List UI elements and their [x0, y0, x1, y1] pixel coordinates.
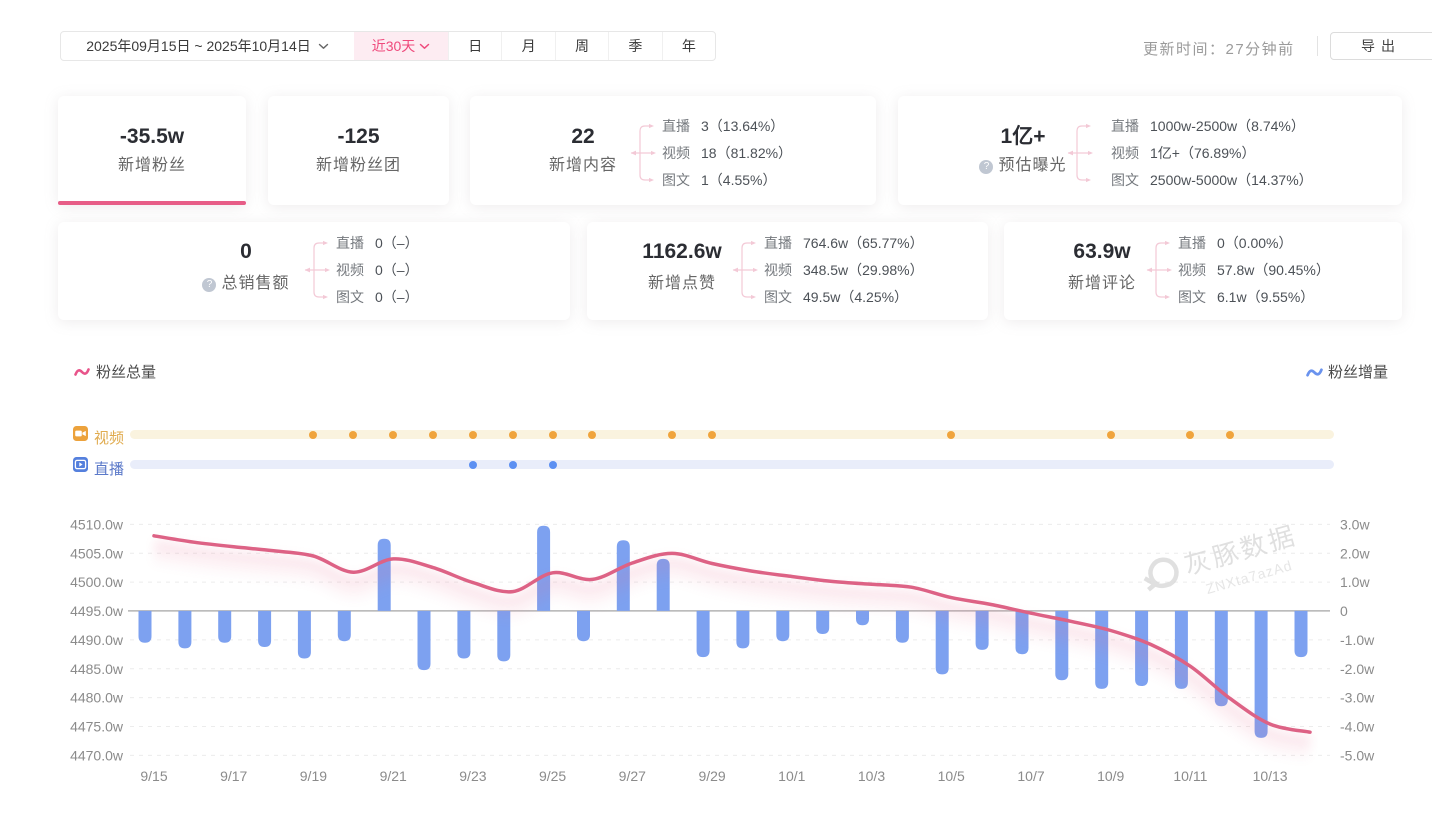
svg-text:9/15: 9/15 — [140, 768, 167, 784]
svg-text:-4.0w: -4.0w — [1340, 719, 1375, 735]
svg-text:10/5: 10/5 — [938, 768, 965, 784]
svg-text:10/3: 10/3 — [858, 768, 885, 784]
svg-text:9/21: 9/21 — [380, 768, 407, 784]
svg-text:10/13: 10/13 — [1253, 768, 1288, 784]
svg-text:10/9: 10/9 — [1097, 768, 1124, 784]
svg-text:4490.0w: 4490.0w — [70, 632, 124, 648]
svg-text:4475.0w: 4475.0w — [70, 719, 124, 735]
svg-text:1.0w: 1.0w — [1340, 574, 1370, 590]
svg-text:10/11: 10/11 — [1173, 768, 1207, 784]
svg-text:4495.0w: 4495.0w — [70, 603, 124, 619]
svg-text:0: 0 — [1340, 603, 1348, 619]
svg-text:4510.0w: 4510.0w — [70, 516, 124, 532]
svg-text:-3.0w: -3.0w — [1340, 690, 1375, 706]
svg-text:10/7: 10/7 — [1017, 768, 1044, 784]
svg-text:4470.0w: 4470.0w — [70, 747, 124, 763]
svg-text:9/19: 9/19 — [300, 768, 327, 784]
svg-text:9/29: 9/29 — [698, 768, 725, 784]
svg-text:4485.0w: 4485.0w — [70, 661, 124, 677]
svg-text:4480.0w: 4480.0w — [70, 690, 124, 706]
svg-text:3.0w: 3.0w — [1340, 516, 1370, 532]
svg-text:10/1: 10/1 — [778, 768, 805, 784]
svg-text:4505.0w: 4505.0w — [70, 545, 124, 561]
svg-text:9/17: 9/17 — [220, 768, 247, 784]
svg-text:-2.0w: -2.0w — [1340, 661, 1375, 677]
svg-text:-1.0w: -1.0w — [1340, 632, 1375, 648]
svg-text:9/27: 9/27 — [619, 768, 646, 784]
svg-text:2.0w: 2.0w — [1340, 545, 1370, 561]
svg-text:4500.0w: 4500.0w — [70, 574, 124, 590]
svg-text:9/23: 9/23 — [459, 768, 486, 784]
svg-text:9/25: 9/25 — [539, 768, 566, 784]
svg-text:-5.0w: -5.0w — [1340, 747, 1375, 763]
